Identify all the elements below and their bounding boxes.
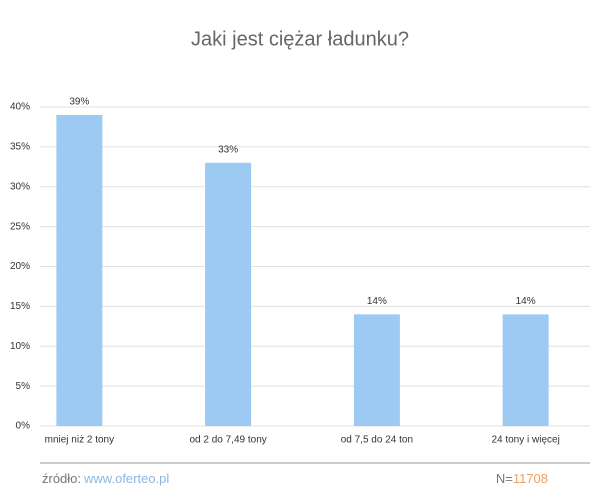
y-tick-label: 15% bbox=[10, 301, 30, 312]
n-value: 11708 bbox=[513, 471, 548, 486]
footer-source: źródło: www.oferteo.pl bbox=[42, 471, 169, 486]
y-tick-label: 25% bbox=[10, 221, 30, 232]
bar bbox=[502, 314, 549, 426]
x-tick-label: od 7,5 do 24 ton bbox=[341, 435, 413, 446]
bar bbox=[205, 162, 252, 426]
y-tick-label: 40% bbox=[10, 102, 30, 113]
bar bbox=[56, 114, 103, 426]
x-tick-label: mniej niż 2 tony bbox=[45, 435, 114, 446]
chart-title: Jaki jest ciężar ładunku? bbox=[191, 28, 409, 50]
value-label: 33% bbox=[218, 144, 238, 155]
x-tick-label: 24 tony i więcej bbox=[491, 435, 559, 446]
y-tick-label: 20% bbox=[10, 261, 30, 272]
y-tick-label: 10% bbox=[10, 341, 30, 352]
x-tick-label: od 2 do 7,49 tony bbox=[189, 435, 266, 446]
value-label: 14% bbox=[516, 296, 536, 307]
footer-n: N=11708 bbox=[496, 471, 548, 486]
bar bbox=[353, 314, 400, 426]
source-url: www.oferteo.pl bbox=[83, 471, 169, 486]
y-tick-label: 0% bbox=[16, 421, 31, 432]
source-label: źródło: bbox=[42, 471, 81, 486]
value-label: 39% bbox=[69, 97, 89, 108]
n-label: N= bbox=[496, 471, 513, 486]
y-tick-label: 5% bbox=[16, 381, 31, 392]
y-tick-label: 30% bbox=[10, 181, 30, 192]
y-tick-label: 35% bbox=[10, 142, 30, 153]
value-label: 14% bbox=[367, 296, 387, 307]
